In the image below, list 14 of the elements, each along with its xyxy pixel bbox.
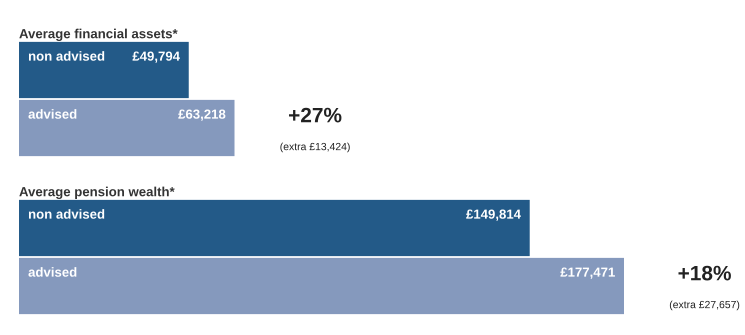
category-label: non advised xyxy=(28,209,104,219)
text: (extra £27,657) xyxy=(670,300,740,310)
data-label: £149,814 xyxy=(466,209,521,221)
data-label: £49,794 xyxy=(132,51,180,63)
chart-title: Average pension wealth* xyxy=(19,186,175,199)
text: +27% xyxy=(289,108,342,122)
category-label: advised xyxy=(28,267,76,277)
data-label: £63,218 xyxy=(178,109,226,121)
text: +18% xyxy=(678,266,731,280)
category-label: advised xyxy=(28,109,76,119)
data-label: £177,471 xyxy=(560,267,615,279)
category-label: non advised xyxy=(28,51,104,61)
text: (extra £13,424) xyxy=(280,142,350,152)
chart-title: Average financial assets* xyxy=(19,28,178,41)
